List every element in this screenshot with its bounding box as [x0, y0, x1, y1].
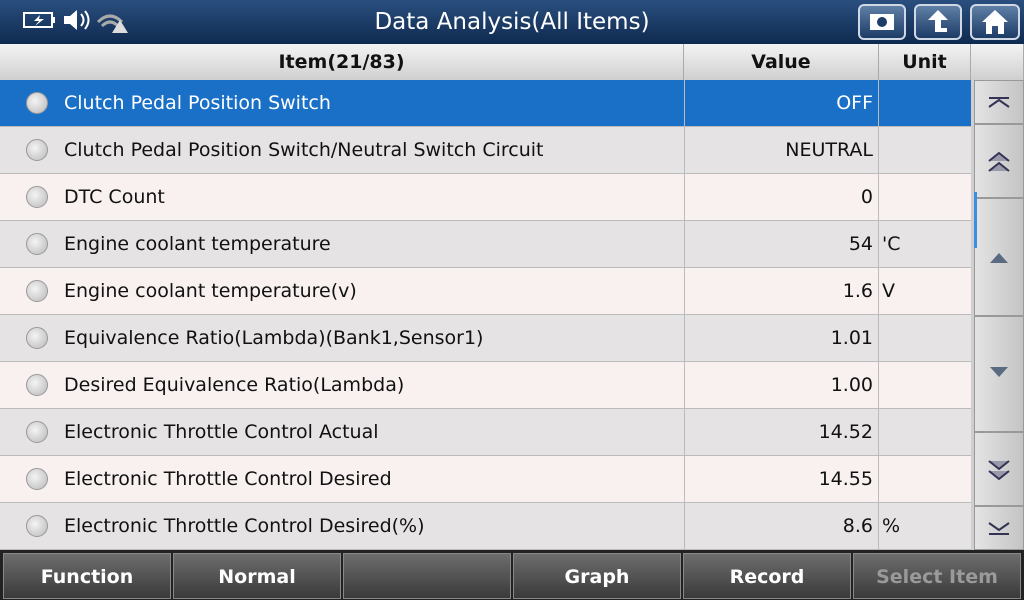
item-value: 14.55	[818, 468, 873, 490]
item-value: 0	[860, 186, 873, 208]
value-cell-border	[684, 503, 879, 549]
table-row[interactable]: DTC Count 0	[0, 174, 971, 221]
scroll-page-up[interactable]	[974, 124, 1024, 198]
scrollbar	[971, 80, 1024, 550]
radio-indicator	[26, 139, 48, 161]
table-row[interactable]: Electronic Throttle Control Desired 14.55	[0, 456, 971, 503]
scroll-down[interactable]	[974, 316, 1024, 432]
item-value: 1.00	[830, 374, 873, 396]
value-cell-border	[684, 80, 879, 126]
column-header-blank	[971, 44, 1024, 80]
record-button[interactable]: Record	[683, 553, 851, 599]
radio-indicator	[26, 233, 48, 255]
item-name: Electronic Throttle Control Desired	[64, 468, 392, 490]
radio-indicator	[26, 468, 48, 490]
item-value: 1.01	[830, 327, 873, 349]
value-cell-border	[684, 409, 879, 455]
radio-indicator	[26, 374, 48, 396]
radio-indicator	[26, 186, 48, 208]
item-name: Engine coolant temperature	[64, 233, 331, 255]
status-icons	[23, 10, 128, 33]
normal-button[interactable]: Normal	[173, 553, 341, 599]
column-header: Unit	[879, 44, 971, 80]
item-unit: V	[882, 280, 895, 302]
column-header: Value	[684, 44, 879, 80]
item-name: Desired Equivalence Ratio(Lambda)	[64, 374, 405, 396]
value-cell-border	[684, 174, 879, 220]
item-unit: 'C	[882, 233, 901, 255]
scroll-page-down[interactable]	[974, 432, 1024, 506]
item-name: Clutch Pedal Position Switch/Neutral Swi…	[64, 139, 544, 161]
item-value: 8.6	[842, 515, 873, 537]
table-row[interactable]: Clutch Pedal Position Switch OFF	[0, 80, 971, 127]
graph-button[interactable]: Graph	[513, 553, 681, 599]
item-unit: %	[882, 515, 901, 537]
item-value: OFF	[836, 92, 873, 114]
title: Data Analysis(All Items)	[374, 9, 650, 35]
value-cell-border	[684, 315, 879, 361]
item-name: Electronic Throttle Control Actual	[64, 421, 379, 443]
item-value: 14.52	[818, 421, 873, 443]
radio-indicator	[26, 280, 48, 302]
item-value: NEUTRAL	[785, 139, 873, 161]
footer: Function Normal Graph Record Select Item	[0, 550, 1024, 600]
top-bar: Data Analysis(All Items)	[0, 0, 1024, 44]
blank-button	[343, 553, 511, 599]
table-row[interactable]: Electronic Throttle Control Desired(%) 8.…	[0, 503, 971, 550]
item-name: Equivalence Ratio(Lambda)(Bank1,Sensor1)	[64, 327, 484, 349]
screenshot-button[interactable]	[858, 4, 906, 40]
radio-indicator	[26, 421, 48, 443]
radio-indicator	[26, 92, 48, 114]
table-row[interactable]: Electronic Throttle Control Actual 14.52	[0, 409, 971, 456]
table-row[interactable]: Engine coolant temperature 54 'C	[0, 221, 971, 268]
scroll-thumb	[974, 192, 977, 248]
home-button[interactable]	[970, 4, 1020, 40]
value-cell-border	[684, 362, 879, 408]
item-name: Electronic Throttle Control Desired(%)	[64, 515, 425, 537]
item-value: 1.6	[842, 280, 873, 302]
value-cell-border	[684, 268, 879, 314]
table-row[interactable]: Desired Equivalence Ratio(Lambda) 1.00	[0, 362, 971, 409]
item-name: DTC Count	[64, 186, 165, 208]
select-item-button: Select Item	[853, 553, 1021, 599]
table-row[interactable]: Engine coolant temperature(v) 1.6 V	[0, 268, 971, 315]
scroll-up[interactable]	[974, 198, 1024, 316]
table-row[interactable]: Equivalence Ratio(Lambda)(Bank1,Sensor1)…	[0, 315, 971, 362]
item-name: Engine coolant temperature(v)	[64, 280, 357, 302]
column-header: Item(21/83)	[0, 44, 684, 80]
item-value: 54	[848, 233, 873, 255]
scroll-top[interactable]	[974, 80, 1024, 124]
radio-indicator	[26, 515, 48, 537]
value-cell-border	[684, 456, 879, 502]
item-name: Clutch Pedal Position Switch	[64, 92, 331, 114]
scroll-bottom[interactable]	[974, 506, 1024, 550]
back-button[interactable]	[914, 4, 962, 40]
table-row[interactable]: Clutch Pedal Position Switch/Neutral Swi…	[0, 127, 971, 174]
value-cell-border	[684, 127, 879, 173]
radio-indicator	[26, 327, 48, 349]
value-cell-border	[684, 221, 879, 267]
function-button[interactable]: Function	[3, 553, 171, 599]
